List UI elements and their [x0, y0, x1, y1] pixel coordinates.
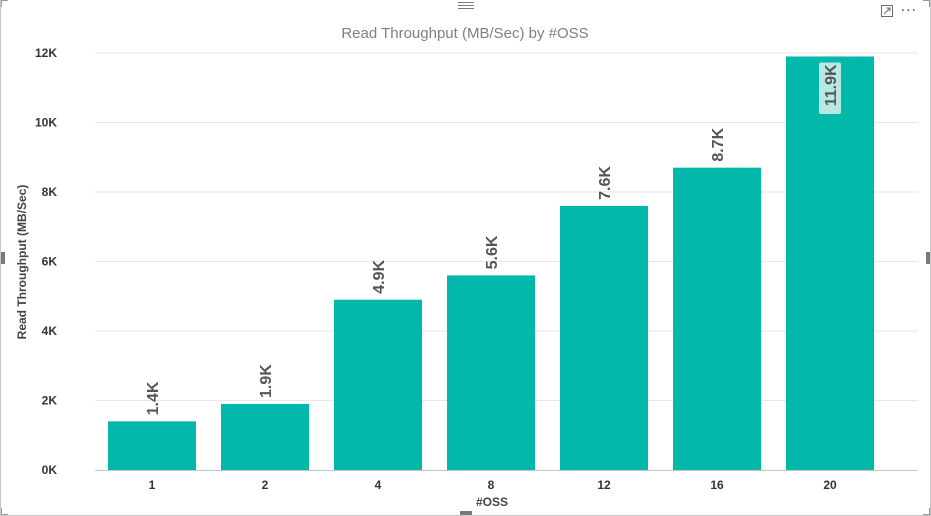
- x-tick-label: 20: [823, 478, 837, 492]
- data-label-8: 5.6K: [484, 235, 501, 269]
- y-tick-label: 6K: [42, 255, 58, 269]
- data-label-text: 8.7K: [710, 127, 727, 161]
- y-tick-label: 4K: [42, 324, 58, 338]
- y-tick-label: 10K: [35, 116, 57, 130]
- y-tick-label: 0K: [42, 463, 58, 477]
- chart-title: Read Throughput (MB/Sec) by #OSS: [341, 25, 588, 42]
- x-tick-label: 2: [262, 478, 269, 492]
- resize-handle-left[interactable]: [1, 252, 5, 264]
- selection-corner-top-right: [923, 0, 930, 7]
- data-label-text: 4.9K: [371, 259, 388, 293]
- data-label-text: 11.9K: [823, 64, 840, 106]
- bars: [108, 56, 874, 471]
- more-options-icon[interactable]: ···: [900, 3, 917, 19]
- x-tick-label: 12: [597, 478, 611, 492]
- move-handle[interactable]: [458, 2, 474, 12]
- selection-corner-bottom-left: [1, 508, 8, 515]
- data-label-text: 1.4K: [145, 381, 162, 415]
- data-label-12: 7.6K: [597, 166, 614, 200]
- bar-4[interactable]: [334, 299, 422, 470]
- focus-mode-icon[interactable]: [880, 5, 893, 17]
- x-tick-label: 4: [375, 478, 382, 492]
- y-tick-label: 12K: [35, 46, 57, 60]
- bar-12[interactable]: [560, 205, 648, 470]
- x-tick-label: 8: [488, 478, 495, 492]
- bar-20[interactable]: [786, 56, 874, 470]
- data-label-text: 5.6K: [484, 235, 501, 269]
- bar-1[interactable]: [108, 421, 196, 470]
- bar-8[interactable]: [447, 275, 535, 470]
- y-axis-ticks: 0K 2K 4K 6K 8K 10K 12K: [35, 46, 57, 477]
- visual-header-actions: ···: [880, 3, 917, 19]
- data-label-4: 4.9K: [371, 259, 388, 293]
- data-label-highlight: [819, 62, 841, 114]
- data-label-20: 11.9K: [819, 62, 841, 114]
- data-label-text: 1.9K: [258, 364, 275, 398]
- y-tick-label: 8K: [42, 185, 58, 199]
- data-label-2: 1.9K: [258, 364, 275, 398]
- data-label-16: 8.7K: [710, 127, 727, 161]
- selection-corner-bottom-right: [923, 508, 930, 515]
- resize-handle-bottom[interactable]: [460, 511, 472, 515]
- x-axis-title: #OSS: [476, 495, 508, 509]
- data-label-1: 1.4K: [145, 381, 162, 415]
- x-axis-ticks: 1 2 4 8 12 16 20: [149, 478, 837, 492]
- y-tick-label: 2K: [42, 394, 58, 408]
- data-labels: 1.4K 1.9K 4.9K 5.6K 7.6K 8.7K 11.9K: [145, 62, 841, 415]
- y-axis-title: Read Throughput (MB/Sec): [15, 185, 29, 340]
- bar-2[interactable]: [221, 403, 309, 470]
- x-tick-label: 1: [149, 478, 156, 492]
- resize-handle-right[interactable]: [926, 252, 930, 264]
- data-label-text: 7.6K: [597, 166, 614, 200]
- selection-corner-top-left: [1, 0, 8, 7]
- bar-16[interactable]: [673, 167, 761, 471]
- x-tick-label: 16: [710, 478, 724, 492]
